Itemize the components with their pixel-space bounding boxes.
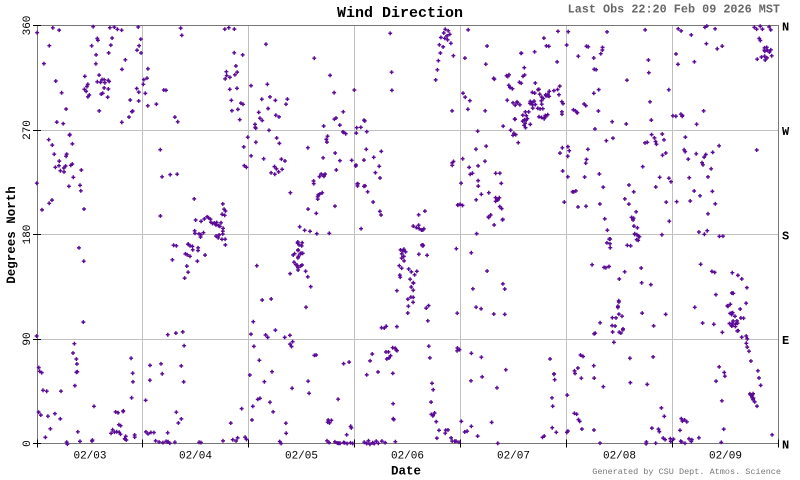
svg-text:0: 0 [22,440,34,447]
svg-text:E: E [782,334,789,348]
svg-text:02/09: 02/09 [709,451,742,463]
svg-text:N: N [782,21,789,35]
svg-text:Degrees North: Degrees North [5,186,19,284]
svg-text:Wind Direction: Wind Direction [337,5,463,22]
svg-text:N: N [782,439,789,453]
svg-text:Last Obs 22:20 Feb 09 2026 MST: Last Obs 22:20 Feb 09 2026 MST [568,3,780,17]
svg-text:02/06: 02/06 [391,451,424,463]
svg-text:180: 180 [22,225,34,245]
svg-text:Date: Date [391,465,421,479]
svg-text:Generated by CSU Dept. Atmos.: Generated by CSU Dept. Atmos. Science [592,467,781,477]
svg-text:02/08: 02/08 [603,451,636,463]
svg-text:02/03: 02/03 [73,451,106,463]
svg-text:360: 360 [22,16,34,36]
svg-text:270: 270 [22,120,34,140]
svg-text:02/05: 02/05 [285,451,318,463]
svg-text:02/07: 02/07 [497,451,530,463]
svg-text:W: W [782,125,790,139]
svg-text:S: S [782,230,789,244]
svg-text:90: 90 [22,332,34,345]
svg-text:02/04: 02/04 [179,451,212,463]
